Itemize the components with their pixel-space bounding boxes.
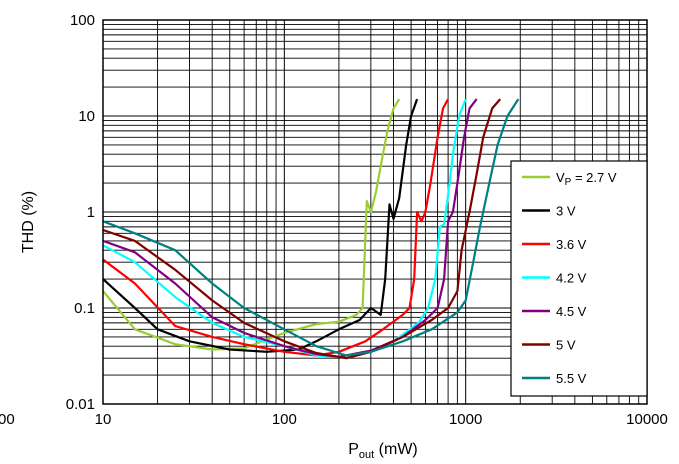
legend-label-subscript: P — [565, 177, 572, 188]
x-tick-label: 10000 — [626, 411, 668, 428]
series-line — [102, 98, 502, 360]
x-axis-label-unit: (mW) — [374, 441, 418, 458]
y-tick-label: 0.01 — [66, 396, 95, 413]
legend-label: 4.5 V — [556, 304, 587, 319]
series-line — [102, 98, 450, 357]
x-tick-label: 10 — [95, 411, 112, 428]
tick-labels: 10 100 1000 10000 0.01 0.1 1 10 100 — [66, 12, 668, 428]
x-tick-label: 1000 — [449, 411, 482, 428]
legend-label-suffix: = 2.7 V — [571, 170, 616, 185]
x-axis-label-subscript: out — [359, 449, 374, 461]
legend-label: VP = 2.7 V — [556, 170, 617, 188]
legend-label: 5 V — [556, 338, 576, 353]
legend-label: 3 V — [556, 204, 576, 219]
clipped-tick-label: 00 — [0, 411, 15, 428]
y-axis-label: THD (%) — [20, 191, 37, 253]
y-tick-label: 100 — [70, 12, 95, 29]
legend-label: 3.6 V — [556, 237, 587, 252]
y-tick-label: 0.1 — [74, 300, 95, 317]
series-line — [102, 98, 520, 357]
x-axis-label-main: P — [348, 441, 359, 458]
x-axis-label: Pout (mW) — [348, 441, 418, 461]
series-line — [102, 98, 401, 351]
y-tick-label: 10 — [78, 108, 95, 125]
x-tick-label: 100 — [272, 411, 297, 428]
legend-label: 5.5 V — [556, 371, 587, 386]
series-line — [102, 98, 419, 353]
legend-label: 4.2 V — [556, 271, 587, 286]
legend: VP = 2.7 V 3 V 3.6 V 4.2 V 4.5 V 5 V 5.5 V — [510, 160, 648, 397]
y-tick-label: 1 — [87, 204, 95, 221]
series-lines — [102, 98, 520, 360]
legend-label-main: V — [556, 170, 565, 185]
